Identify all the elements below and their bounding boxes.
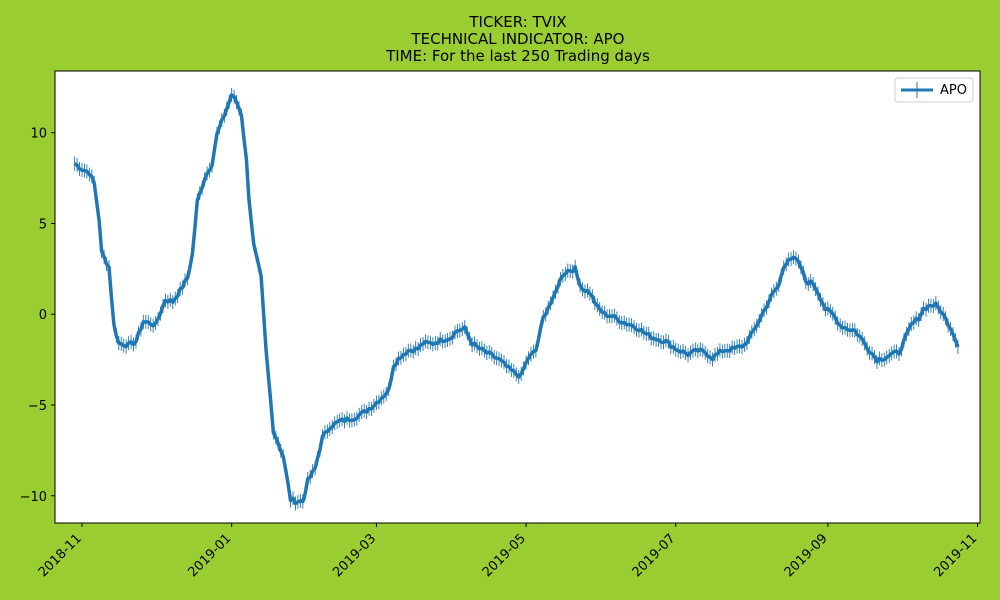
y-axis: −10 −5 0 5 10 xyxy=(20,127,55,505)
y-tick-label: 0 xyxy=(39,308,47,323)
title-line-2: TECHNICAL INDICATOR: APO xyxy=(411,30,625,48)
plot-frame xyxy=(54,70,981,524)
y-tick-label: −5 xyxy=(28,399,47,414)
series-layer xyxy=(73,87,960,511)
y-tick-label: 10 xyxy=(30,127,47,142)
legend: APO xyxy=(894,77,974,103)
chart-title: TICKER: TVIX TECHNICAL INDICATOR: APO TI… xyxy=(385,13,650,65)
title-line-3: TIME: For the last 250 Trading days xyxy=(385,47,650,65)
plot-area xyxy=(55,71,980,523)
y-tick-label: −10 xyxy=(20,490,47,505)
title-line-1: TICKER: TVIX xyxy=(468,13,566,31)
y-tick-label: 5 xyxy=(39,217,47,232)
legend-label-apo: APO xyxy=(940,83,967,98)
legend-box xyxy=(894,77,974,103)
